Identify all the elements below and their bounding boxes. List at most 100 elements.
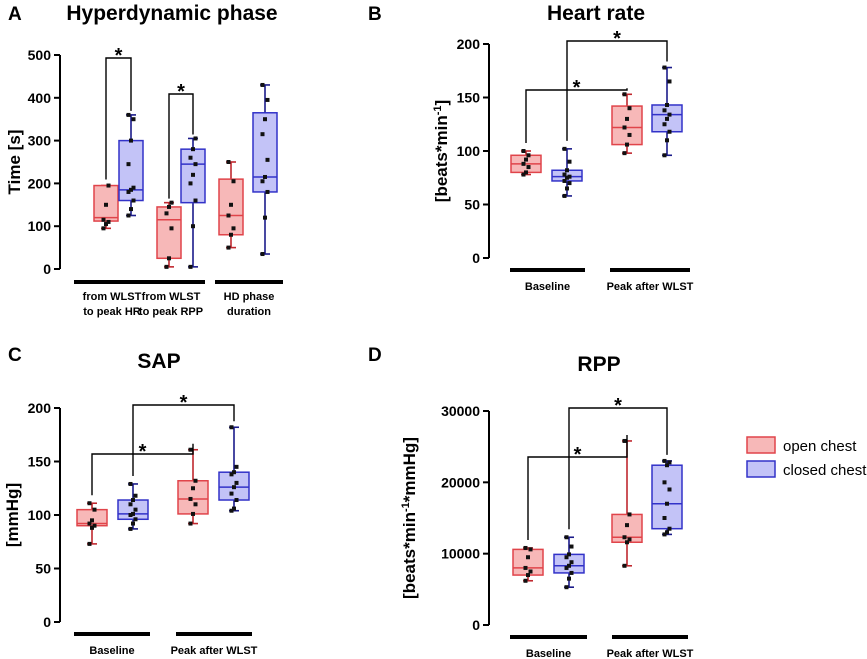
- data-point: [564, 555, 569, 560]
- data-point: [564, 535, 569, 540]
- data-point: [662, 532, 667, 537]
- data-point: [567, 174, 572, 179]
- data-point: [665, 138, 669, 143]
- box-closed-2: [252, 82, 278, 257]
- significance-star: *: [139, 441, 147, 463]
- data-point: [193, 136, 198, 141]
- panel-label: A: [8, 4, 22, 25]
- data-point: [667, 526, 672, 531]
- box-open-0: [510, 149, 542, 177]
- y-tick-label: 200: [28, 175, 52, 191]
- y-axis-label: [beats*min-1*mmHg]: [400, 437, 419, 599]
- data-point: [87, 501, 92, 506]
- data-point: [101, 226, 106, 231]
- data-point: [562, 178, 567, 183]
- data-point: [128, 526, 133, 531]
- box-closed-1: [218, 425, 250, 513]
- bracket-line: [105, 57, 132, 180]
- box-iqr: [218, 178, 244, 236]
- data-point: [131, 511, 135, 516]
- data-point: [167, 256, 171, 261]
- data-point: [565, 168, 569, 173]
- box-open-1: [611, 92, 643, 156]
- data-point: [665, 501, 669, 506]
- box-iqr: [651, 464, 683, 530]
- y-tick-label: 150: [28, 454, 52, 470]
- data-point: [569, 570, 574, 575]
- data-point: [662, 65, 667, 70]
- category-label: Peak after WLST: [171, 645, 258, 657]
- data-point: [226, 160, 231, 164]
- data-point: [565, 186, 569, 191]
- data-point: [265, 157, 270, 162]
- data-point: [523, 545, 528, 550]
- legend-swatch-closed: [746, 460, 776, 478]
- data-point: [625, 142, 629, 147]
- panel-label: C: [8, 345, 22, 366]
- chart-title: SAP: [137, 350, 180, 373]
- data-point: [90, 525, 94, 530]
- significance-star: *: [574, 444, 582, 466]
- category-label: from WLST: [142, 291, 201, 303]
- data-point: [667, 79, 672, 84]
- box-iqr: [156, 206, 182, 260]
- box-closed-1: [180, 136, 206, 269]
- panel-label: B: [368, 4, 382, 25]
- y-tick-label: 50: [35, 561, 51, 577]
- data-point: [260, 132, 265, 137]
- category-label: Peak after WLST: [607, 648, 694, 659]
- data-point: [625, 523, 629, 528]
- data-point: [104, 202, 108, 207]
- data-point: [128, 481, 133, 486]
- data-point: [188, 181, 193, 186]
- panel-B: B Heart rate 0 50 100 150 200 [beats*min-1] Base…: [368, 2, 694, 293]
- data-point: [129, 187, 133, 192]
- data-point: [188, 264, 193, 269]
- data-point: [101, 217, 106, 222]
- category-label: Baseline: [525, 281, 570, 293]
- data-point: [562, 193, 567, 198]
- significance-star: *: [573, 77, 581, 99]
- data-point: [528, 547, 533, 552]
- data-point: [229, 508, 234, 513]
- box-iqr: [117, 499, 149, 521]
- data-point: [191, 511, 195, 516]
- data-point: [92, 507, 97, 512]
- data-point: [87, 541, 92, 546]
- data-point: [622, 125, 627, 130]
- data-point: [521, 172, 526, 177]
- data-point: [521, 161, 526, 166]
- data-point: [126, 213, 131, 218]
- data-point: [90, 518, 94, 523]
- y-tick-label: 200: [457, 36, 481, 52]
- box-closed-0: [553, 535, 585, 590]
- panel-C: C SAP 0 50 100 150 200 [mmHg] Baseline Peak after…: [3, 345, 258, 657]
- data-point: [523, 565, 528, 570]
- data-point: [569, 560, 574, 565]
- significance-bracket: *: [105, 45, 132, 180]
- data-point: [188, 521, 193, 526]
- bracket-line: [527, 434, 628, 540]
- data-point: [265, 189, 270, 194]
- data-point: [231, 179, 236, 184]
- panel-label: D: [368, 345, 382, 366]
- data-point: [126, 112, 131, 117]
- box-open-0: [76, 501, 108, 546]
- category-label: to peak HR: [83, 306, 141, 318]
- data-point: [526, 573, 530, 578]
- data-point: [226, 213, 231, 218]
- panel-A: A Hyperdynamic phase 0 100 200 300 400 500 Time …: [5, 2, 283, 318]
- data-point: [625, 116, 629, 121]
- data-point: [234, 498, 239, 503]
- box-closed-1: [651, 65, 683, 158]
- data-point: [87, 521, 92, 526]
- y-tick-label: 150: [457, 90, 481, 106]
- data-point: [564, 565, 569, 570]
- y-tick-label: 100: [457, 143, 481, 159]
- significance-star: *: [180, 392, 188, 414]
- data-point: [193, 478, 198, 483]
- data-point: [528, 569, 533, 574]
- data-point: [128, 502, 133, 507]
- y-tick-label: 500: [28, 47, 52, 63]
